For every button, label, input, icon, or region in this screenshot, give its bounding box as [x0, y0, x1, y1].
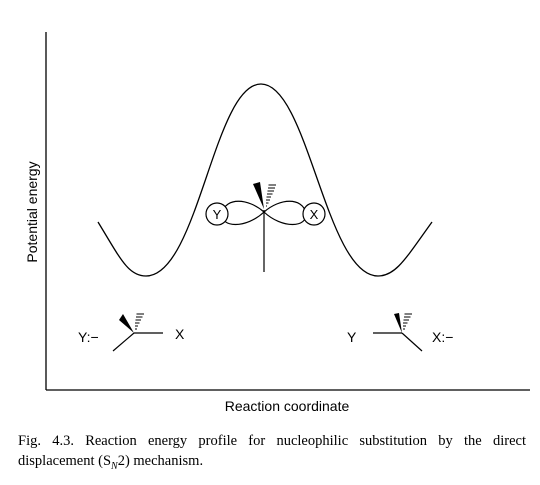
ts-leaving-group-label: X: [310, 207, 319, 222]
caption-subscript: N: [111, 460, 118, 472]
transition-state-structure: Y X: [205, 182, 326, 272]
ts-nucleophile-circle: [205, 202, 229, 226]
figure-caption: Fig. 4.3. Reaction energy profile for nu…: [18, 431, 526, 477]
reactant-leaving-group-label: X: [175, 326, 185, 342]
caption-text-end: 2) mechanism.: [117, 453, 204, 469]
caption-text: Fig. 4.3. Reaction energy profile for nu…: [18, 433, 526, 469]
y-axis-label: Potential energy: [24, 161, 40, 262]
product-wedge-bond: [394, 313, 402, 333]
reactants-structure: Y:− X: [78, 313, 185, 352]
product-nucleophile-label: Y: [347, 329, 357, 345]
energy-profile-diagram: Potential energy Reaction coordinate Y X…: [24, 32, 530, 414]
reactant-lower-bond: [112, 332, 135, 352]
reactant-wedge-bond: [119, 314, 134, 333]
product-hashed-bond: [403, 313, 412, 330]
products-structure: Y X:−: [347, 313, 453, 352]
ts-orbital-right-lobe: [263, 200, 307, 225]
reactant-nucleophile-label: Y:−: [78, 329, 99, 345]
ts-hashed-bond: [266, 184, 276, 207]
product-lower-bond: [401, 332, 423, 352]
ts-leaving-group-circle: [302, 202, 326, 226]
energy-curve: [97, 83, 433, 277]
product-leaving-group-label: X:−: [432, 329, 453, 345]
ts-nucleophile-label: Y: [213, 207, 222, 222]
reactant-hashed-bond: [135, 313, 144, 330]
ts-wedge-bond: [253, 182, 264, 209]
x-axis-label: Reaction coordinate: [225, 398, 350, 414]
